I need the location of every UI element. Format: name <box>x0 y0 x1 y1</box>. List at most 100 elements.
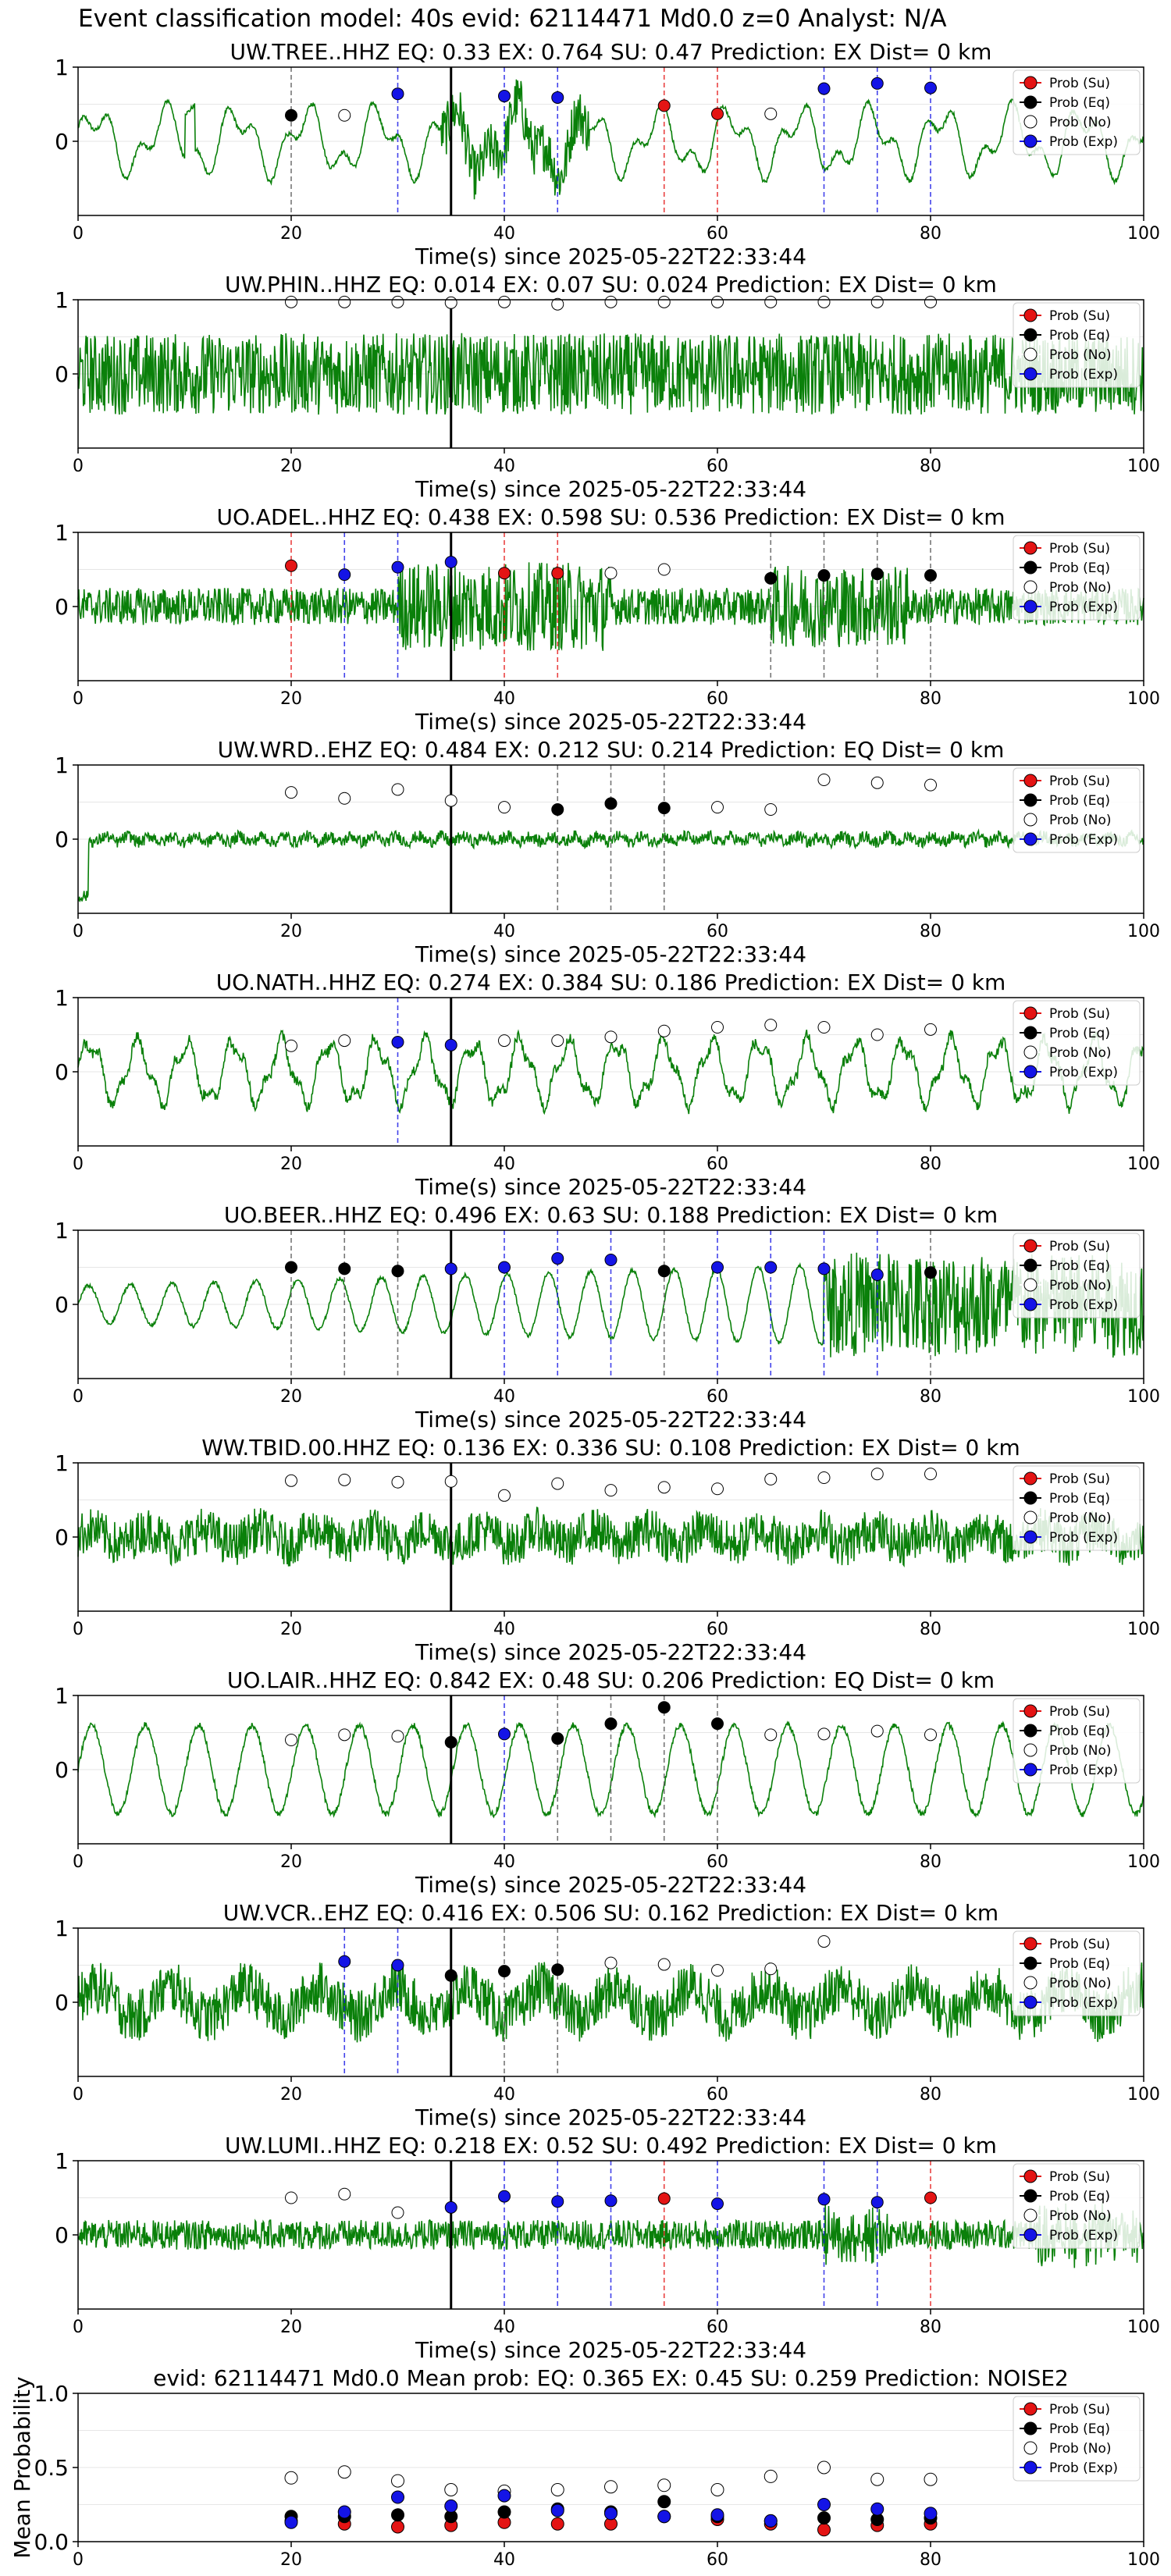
legend-marker <box>1023 1724 1038 1738</box>
legend-label: Prob (Su) <box>1049 774 1110 789</box>
x-tick-label: 40 <box>493 2085 515 2105</box>
x-tick-label: 40 <box>493 224 515 244</box>
prob-point <box>338 295 351 308</box>
legend-marker <box>1023 1258 1038 1272</box>
prob-point <box>870 2196 884 2209</box>
legend-label: Prob (Eq) <box>1049 1491 1110 1507</box>
prob-point <box>285 295 297 308</box>
mean-prob-point <box>391 2508 404 2522</box>
legend-label: Prob (Su) <box>1049 1239 1110 1254</box>
legend-marker <box>1023 1297 1038 1311</box>
prob-point <box>817 774 831 786</box>
y-tick-label: 0 <box>55 594 69 620</box>
x-tick-label: 0 <box>73 2085 84 2105</box>
prob-point <box>285 2191 297 2204</box>
prob-point <box>444 1038 457 1051</box>
prob-point <box>338 2187 351 2201</box>
prob-point <box>338 1728 351 1742</box>
prob-point <box>764 1261 778 1274</box>
x-tick-label: 0 <box>73 1852 84 1872</box>
prob-point <box>391 1036 404 1048</box>
prob-point <box>551 1034 564 1048</box>
x-tick-label: 100 <box>1127 2085 1160 2105</box>
prob-point <box>551 1963 564 1976</box>
legend-label: Prob (Exp) <box>1049 2460 1118 2476</box>
prob-point <box>498 567 511 580</box>
prob-point <box>764 1728 778 1742</box>
legend-marker <box>1023 1995 1038 2009</box>
legend-label: Prob (Eq) <box>1049 1258 1110 1274</box>
mean-prob-point <box>550 2483 564 2496</box>
x-tick-label: 80 <box>920 1620 941 1639</box>
legend-box <box>1013 1465 1141 1551</box>
x-tick-label: 60 <box>707 1620 728 1639</box>
prob-point <box>764 1019 778 1032</box>
mean-prob-point <box>817 2511 831 2525</box>
x-tick-label: 0 <box>73 922 84 941</box>
x-tick-label: 100 <box>1127 922 1160 941</box>
prob-point <box>551 297 564 311</box>
prob-point <box>817 1021 831 1034</box>
x-axis-label: Time(s) since 2025-05-22T22:33:44 <box>415 1872 806 1898</box>
mean-prob-point <box>391 2474 404 2488</box>
legend-marker <box>1023 600 1038 614</box>
legend-box <box>1013 767 1141 853</box>
prob-point <box>391 2206 404 2219</box>
prob-point <box>764 571 778 585</box>
prob-point <box>711 1964 724 1977</box>
prob-point <box>604 1956 618 1969</box>
prob-point <box>604 2194 618 2208</box>
prob-point <box>444 1969 457 1982</box>
x-tick-label: 100 <box>1127 1387 1160 1407</box>
legend-box <box>1013 1930 1141 2016</box>
legend-marker <box>1023 1026 1038 1040</box>
prob-point <box>551 1252 564 1265</box>
x-tick-label: 40 <box>493 2318 515 2337</box>
y-tick-label: 1 <box>55 1683 69 1709</box>
legend-label: Prob (No) <box>1049 1976 1112 1991</box>
legend-marker <box>1023 367 1038 381</box>
mean-prob-point <box>657 2478 671 2492</box>
legend-box <box>1013 1233 1141 1318</box>
x-tick-label: 80 <box>920 2550 941 2570</box>
legend-marker <box>1023 347 1038 361</box>
panel-title: UO.NATH..HHZ EQ: 0.274 EX: 0.384 SU: 0.1… <box>216 970 1006 995</box>
prob-point <box>391 1730 404 1743</box>
waveform-trace <box>77 1251 1144 1358</box>
prob-point <box>870 776 884 789</box>
y-tick-label: 0 <box>55 361 69 387</box>
y-tick-label: 0 <box>55 2222 69 2248</box>
prob-point <box>657 295 671 308</box>
x-tick-label: 0 <box>73 457 84 476</box>
mean-prob-point <box>763 2469 778 2483</box>
prob-point <box>817 1727 831 1741</box>
prob-point <box>391 783 404 796</box>
waveform-trace <box>77 333 1144 415</box>
y-tick-label: 1 <box>55 520 69 546</box>
mean-prob-point <box>817 2523 831 2537</box>
prob-point <box>338 568 351 582</box>
y-tick-label: 1 <box>55 1218 69 1244</box>
prob-point <box>498 1965 511 1978</box>
legend-marker <box>1023 1530 1038 1544</box>
prob-point <box>817 295 831 308</box>
x-tick-label: 0 <box>73 2318 84 2337</box>
prob-point <box>604 797 618 810</box>
x-tick-label: 40 <box>493 1852 515 1872</box>
x-tick-label: 80 <box>920 689 941 709</box>
x-tick-label: 20 <box>280 457 302 476</box>
y-tick-label: 0 <box>55 1059 69 1085</box>
prob-point <box>391 87 404 101</box>
mean-prob-point <box>391 2490 404 2504</box>
x-tick-label: 20 <box>280 224 302 244</box>
x-tick-label: 60 <box>707 2085 728 2105</box>
legend-marker <box>1023 1491 1038 1505</box>
prob-point <box>924 778 937 792</box>
legend-label: Prob (Exp) <box>1049 600 1118 615</box>
legend-label: Prob (No) <box>1049 1045 1112 1061</box>
mean-prob-point <box>870 2472 884 2486</box>
waveform-trace <box>77 1507 1144 1568</box>
panel-title: WW.TBID.00.HHZ EQ: 0.136 EX: 0.336 SU: 0… <box>201 1435 1020 1461</box>
prob-point <box>604 1717 618 1731</box>
mean-y-axis-label: Mean Probability <box>9 2376 35 2558</box>
